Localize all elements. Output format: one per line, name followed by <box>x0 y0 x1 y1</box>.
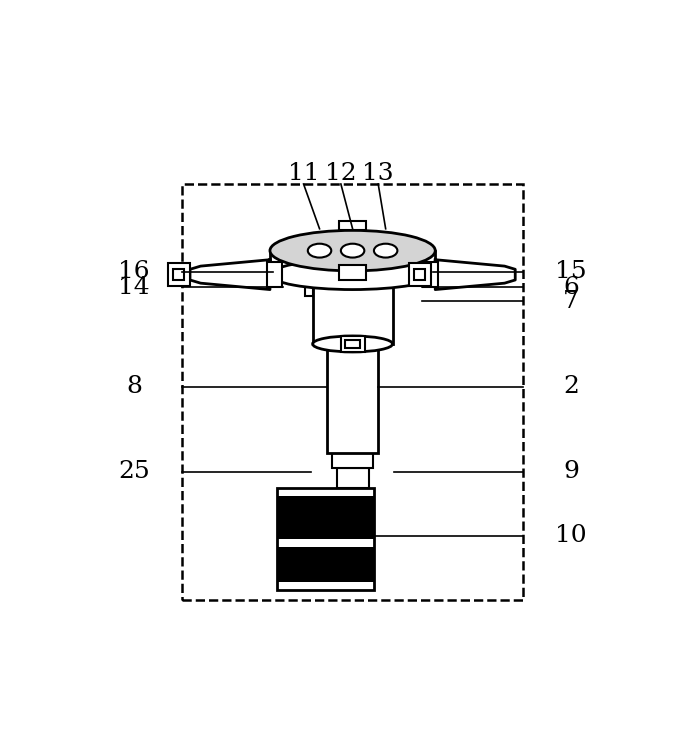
Text: 10: 10 <box>555 525 587 547</box>
Bar <box>168 263 190 286</box>
Text: 12: 12 <box>325 162 356 185</box>
Bar <box>277 539 374 547</box>
Bar <box>312 275 393 344</box>
Bar <box>338 220 367 230</box>
Polygon shape <box>436 260 515 290</box>
Ellipse shape <box>341 244 365 257</box>
Text: 13: 13 <box>363 162 394 185</box>
Text: 16: 16 <box>118 260 150 283</box>
Bar <box>182 184 524 600</box>
Bar <box>173 270 184 280</box>
Text: 11: 11 <box>288 162 319 185</box>
Polygon shape <box>190 260 270 290</box>
Bar <box>277 547 374 582</box>
Bar <box>341 336 365 352</box>
Text: 6: 6 <box>563 276 579 299</box>
Text: 8: 8 <box>126 375 142 398</box>
Ellipse shape <box>270 230 436 271</box>
Bar <box>277 582 374 590</box>
Bar <box>334 260 372 285</box>
Bar <box>332 453 374 467</box>
Bar <box>336 467 369 488</box>
Ellipse shape <box>312 265 393 284</box>
Ellipse shape <box>270 260 436 290</box>
Bar <box>277 488 374 590</box>
Bar <box>414 270 425 280</box>
Bar <box>409 263 431 286</box>
Bar <box>277 496 374 539</box>
Bar <box>423 262 438 288</box>
Bar <box>327 347 378 453</box>
Bar <box>305 270 312 296</box>
Ellipse shape <box>374 244 398 257</box>
Text: 7: 7 <box>563 290 579 313</box>
Bar <box>267 262 282 288</box>
Text: 25: 25 <box>118 461 150 483</box>
Ellipse shape <box>308 244 332 257</box>
Ellipse shape <box>312 336 393 352</box>
Text: 15: 15 <box>555 260 587 283</box>
Bar <box>345 341 361 348</box>
Text: 2: 2 <box>563 375 579 398</box>
Text: 9: 9 <box>563 461 579 483</box>
Bar <box>338 265 367 280</box>
Bar <box>277 488 374 496</box>
Text: 14: 14 <box>118 276 150 299</box>
